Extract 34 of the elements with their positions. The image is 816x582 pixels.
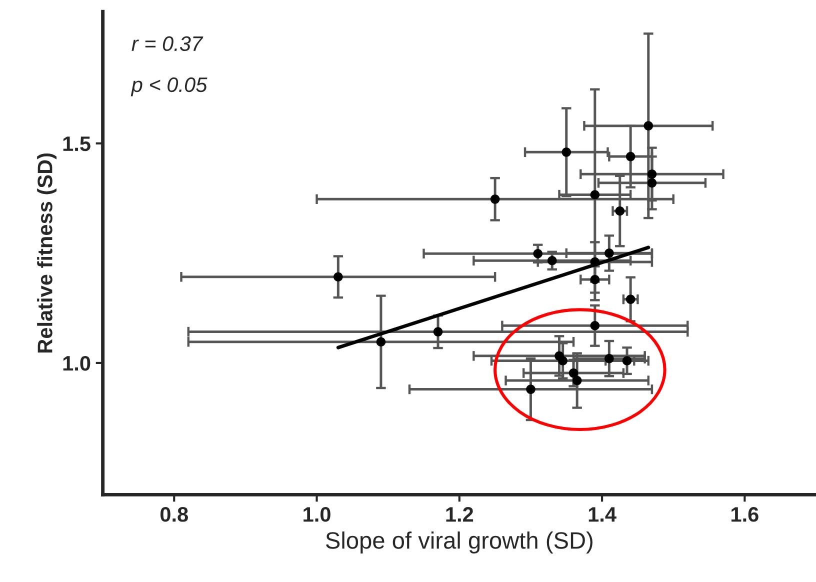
- y-axis-title: Relative fitness (SD): [37, 153, 56, 352]
- point: [526, 384, 536, 394]
- point: [615, 206, 625, 216]
- x-tick-label: 1.6: [732, 507, 758, 522]
- point: [562, 148, 572, 157]
- point: [622, 356, 632, 366]
- y-tick-label: 1.5: [63, 136, 90, 152]
- x-tick-label: 1.0: [304, 507, 330, 522]
- point: [572, 376, 582, 386]
- point: [433, 327, 443, 336]
- point: [626, 152, 636, 162]
- point: [590, 257, 600, 267]
- point: [547, 256, 557, 266]
- point: [590, 320, 600, 330]
- x-tick-label: 0.8: [160, 507, 188, 522]
- point: [590, 190, 600, 200]
- point: [647, 169, 657, 179]
- point: [334, 272, 343, 282]
- point: [490, 194, 500, 204]
- point: [568, 368, 578, 378]
- point: [626, 294, 636, 304]
- annotation: p < 0.05: [130, 77, 208, 96]
- point: [644, 121, 654, 130]
- point: [558, 356, 568, 366]
- point: [376, 337, 386, 347]
- point: [590, 274, 600, 284]
- x-tick-label: 1.2: [446, 507, 474, 522]
- annotation: r = 0.37: [132, 36, 204, 52]
- point: [604, 354, 614, 364]
- x-tick-label: 1.4: [588, 507, 616, 522]
- point: [533, 248, 543, 258]
- point: [604, 248, 614, 258]
- point: [647, 178, 657, 188]
- x-axis-title: Slope of viral growth (SD): [326, 531, 592, 554]
